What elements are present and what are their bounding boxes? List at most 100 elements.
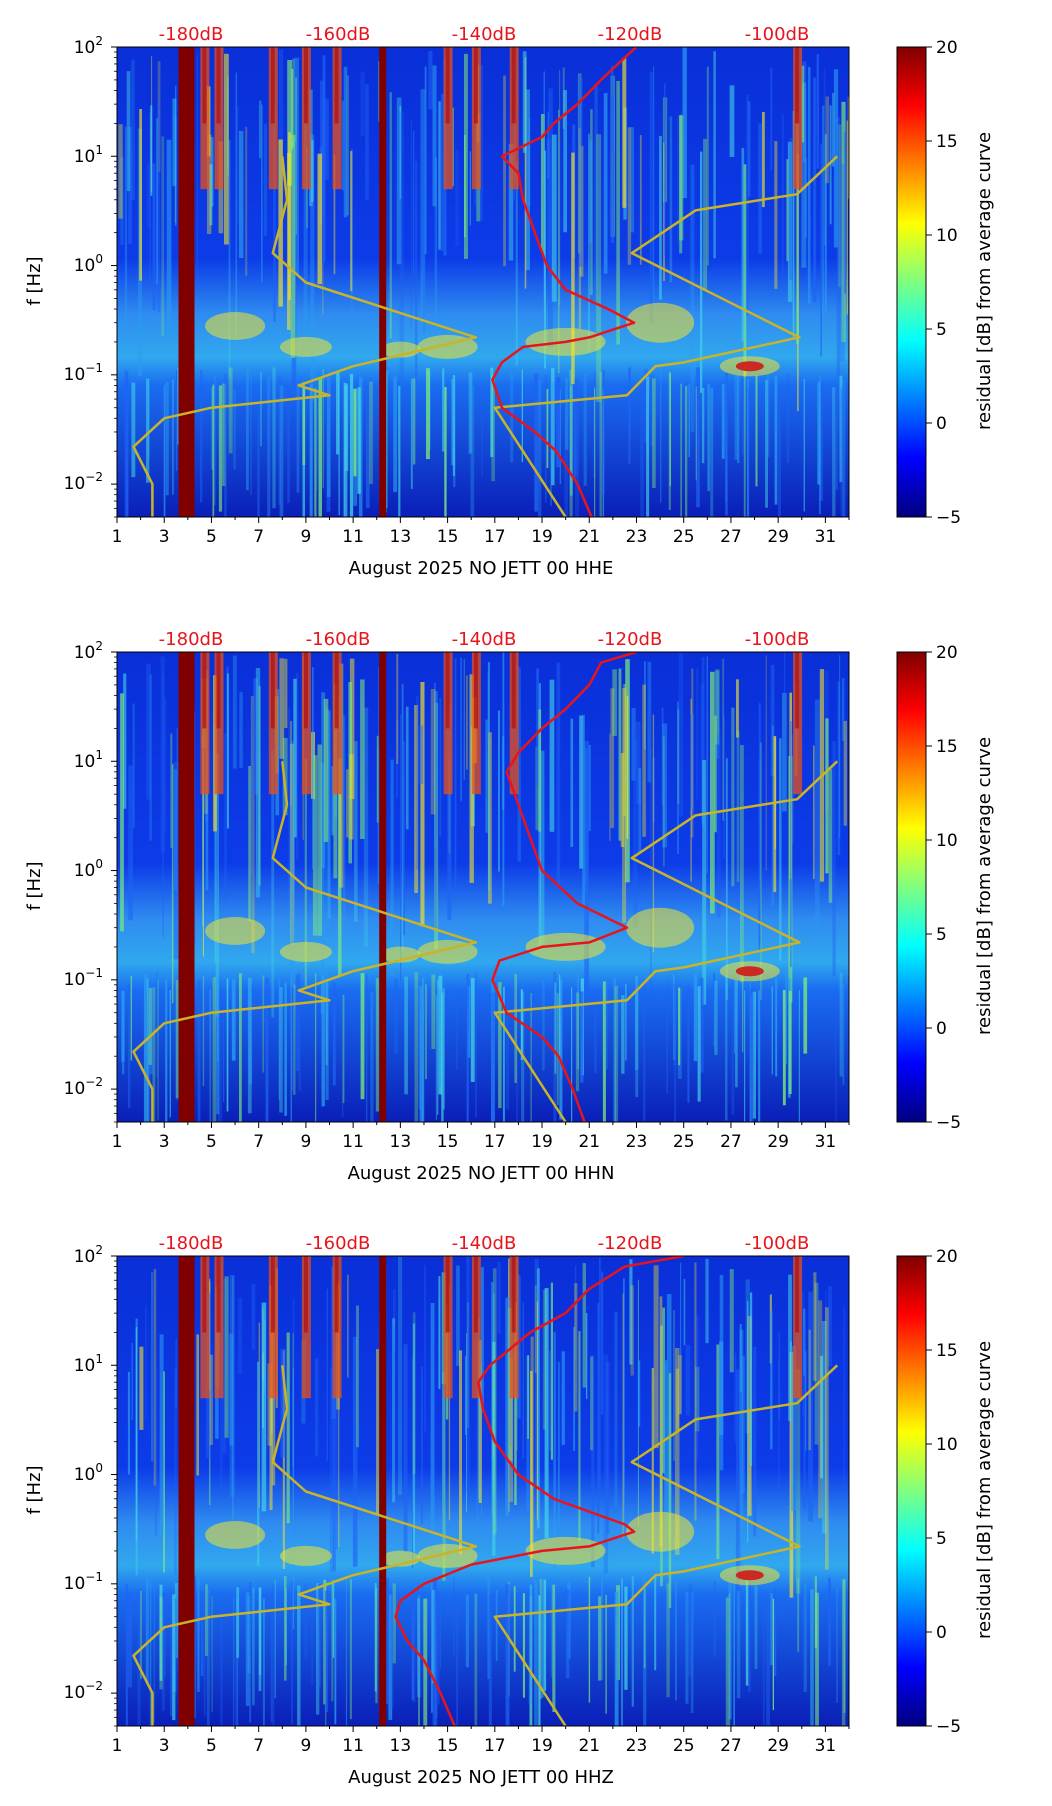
- streak: [703, 138, 708, 289]
- streak: [214, 375, 216, 506]
- streak: [290, 744, 295, 945]
- streak: [293, 678, 297, 838]
- streak: [765, 379, 768, 508]
- streak: [550, 379, 552, 506]
- streak: [233, 389, 236, 470]
- low-noise-model-curve: [132, 156, 478, 517]
- noise-blob: [626, 302, 695, 343]
- x-tick-label: 17: [484, 1132, 506, 1152]
- y-axis-label: f [Hz]: [24, 861, 45, 910]
- streak: [360, 71, 365, 137]
- x-tick-label: 5: [206, 1132, 217, 1152]
- streak: [666, 1583, 670, 1698]
- streak: [475, 972, 477, 1118]
- streak: [604, 980, 608, 1070]
- streak: [124, 126, 128, 325]
- streak: [271, 1327, 276, 1486]
- streak: [176, 728, 178, 945]
- db-label: -140dB: [452, 629, 517, 650]
- streak: [843, 720, 847, 826]
- streak: [558, 109, 560, 373]
- y-tick-label: 10−2: [64, 1075, 103, 1099]
- streak: [474, 1593, 478, 1726]
- streak: [174, 1583, 178, 1658]
- streak: [390, 1591, 394, 1709]
- x-axis-label: August 2025 NO JETT 00 HHZ: [348, 1767, 614, 1788]
- streak: [385, 1578, 389, 1704]
- x-axis-label: August 2025 NO JETT 00 HHN: [348, 1163, 615, 1184]
- streak: [327, 710, 331, 919]
- colorbar-hhz: 20 15 10 5 0 −5 residual [dB] from average cu…: [896, 1247, 995, 1737]
- streak: [731, 707, 735, 887]
- streak: [331, 1581, 334, 1702]
- streak: [438, 1276, 441, 1390]
- db-label: -100dB: [745, 629, 810, 650]
- streak: [261, 104, 263, 282]
- db-labels-hhn: -180dB -160dB -140dB -120dB -100dB: [159, 629, 810, 650]
- streak: [434, 156, 438, 340]
- streak: [679, 115, 684, 241]
- streak: [353, 388, 357, 477]
- streak: [347, 1274, 349, 1378]
- streak: [758, 123, 763, 254]
- streak: [804, 1351, 807, 1451]
- streak: [343, 383, 348, 517]
- streak: [441, 992, 444, 1122]
- burst: [270, 652, 275, 729]
- streak: [284, 658, 288, 728]
- streak: [349, 1579, 352, 1720]
- streak: [840, 388, 844, 516]
- streak: [609, 733, 611, 841]
- streak: [418, 985, 421, 1110]
- streak: [392, 1318, 396, 1503]
- streak: [558, 974, 561, 1063]
- streak: [466, 675, 468, 770]
- streak: [828, 768, 833, 903]
- streak: [770, 67, 773, 170]
- streak: [332, 1579, 335, 1658]
- streak: [742, 977, 744, 1053]
- streak: [261, 1302, 267, 1512]
- streak: [713, 51, 716, 259]
- streak: [418, 1595, 422, 1698]
- streak: [400, 714, 402, 981]
- streak: [820, 1355, 824, 1479]
- streak: [820, 143, 822, 357]
- streak: [569, 385, 573, 496]
- streak: [813, 745, 815, 879]
- streak: [643, 981, 646, 1121]
- streak: [589, 140, 593, 244]
- streak: [435, 995, 437, 1120]
- streak: [126, 378, 128, 517]
- streak: [551, 134, 557, 302]
- streak: [628, 368, 631, 465]
- streak: [439, 1588, 441, 1669]
- x-tick-label: 13: [390, 1736, 412, 1756]
- streak: [505, 1584, 510, 1726]
- streak: [591, 1354, 595, 1568]
- streak: [205, 1584, 208, 1657]
- streak: [279, 385, 284, 517]
- streak: [538, 379, 542, 517]
- psd-curve: [491, 47, 638, 517]
- streak: [536, 1301, 538, 1521]
- streak: [224, 733, 227, 901]
- streak: [405, 706, 409, 830]
- colorbar-tick-label: 5: [936, 320, 947, 340]
- streak: [128, 126, 132, 244]
- x-tick-label: 9: [300, 1736, 311, 1756]
- y-tick-label: 101: [74, 1352, 103, 1376]
- streak: [750, 1292, 753, 1466]
- db-labels-hhz: -180dB -160dB -140dB -120dB -100dB: [159, 1233, 810, 1254]
- streak: [290, 979, 292, 1122]
- y-tick-label: 10−2: [64, 470, 103, 494]
- streak: [736, 1591, 741, 1699]
- gap-band: [178, 1256, 195, 1726]
- streak: [302, 387, 306, 465]
- streak: [464, 53, 468, 259]
- streak: [284, 1576, 287, 1681]
- streak: [554, 982, 557, 1074]
- streak: [292, 1367, 294, 1629]
- streak: [149, 986, 154, 1075]
- x-tick-label: 7: [253, 1132, 264, 1152]
